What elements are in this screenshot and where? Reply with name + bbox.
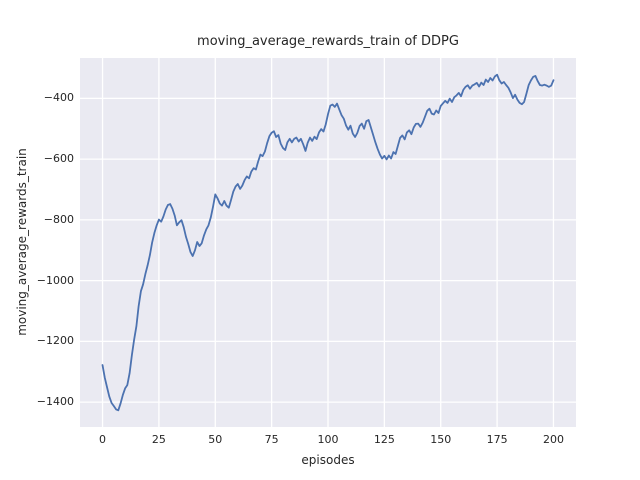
x-axis-label: episodes: [301, 453, 355, 467]
x-tick-label: 25: [151, 433, 166, 446]
x-tick-label: 200: [542, 433, 564, 446]
y-tick-label: −800: [43, 212, 74, 226]
series-line-moving_average_rewards_train: [101, 73, 555, 412]
y-tick-label: −600: [43, 152, 74, 166]
x-tick-label: 50: [208, 433, 223, 446]
y-tick-label: −1400: [36, 395, 74, 409]
y-axis-label: moving_average_rewards_train: [15, 148, 29, 336]
x-tick-label: 175: [486, 433, 508, 446]
y-tick-label: −1000: [36, 273, 74, 287]
x-tick-label: 100: [317, 433, 339, 446]
x-tick-label: 75: [264, 433, 279, 446]
x-tick-label: 0: [99, 433, 107, 446]
chart-title: moving_average_rewards_train of DDPG: [197, 34, 459, 49]
x-tick-label: 150: [430, 433, 452, 446]
y-tick-label: −1200: [36, 334, 74, 348]
x-tick-label: 125: [373, 433, 395, 446]
y-tick-label: −400: [43, 91, 74, 105]
